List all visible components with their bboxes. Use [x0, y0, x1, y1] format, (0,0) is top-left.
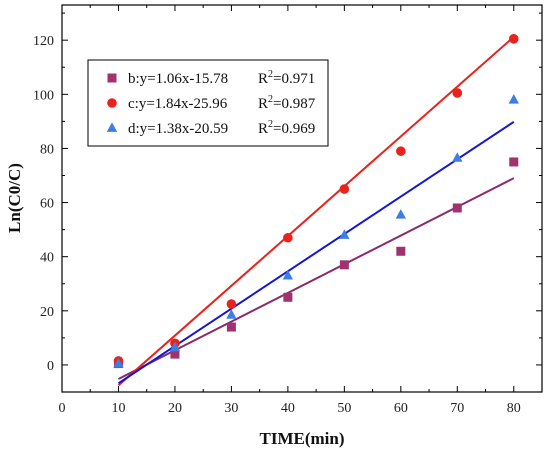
fit-line-d [117, 121, 515, 385]
legend-marker-b [107, 73, 117, 83]
legend-marker-c [107, 98, 117, 108]
y-tick-label: 20 [40, 305, 54, 320]
data-point-b [283, 292, 293, 302]
fit-line-b [118, 177, 515, 380]
data-point-d [508, 94, 519, 104]
data-point-d [452, 152, 463, 162]
y-axis-title: Ln(C0/C) [5, 163, 24, 233]
data-point-d [339, 229, 350, 239]
data-point-b [170, 349, 180, 359]
plot-frame [61, 4, 543, 393]
data-point-d [169, 341, 181, 352]
y-tick-label: 0 [47, 359, 54, 374]
y-tick-labels: 0 20 40 60 80 100 120 [33, 34, 54, 374]
data-point-c [452, 88, 463, 98]
data-point-c [339, 184, 350, 194]
data-point-d [226, 309, 237, 319]
x-tick-label: 30 [224, 401, 238, 416]
data-point-b [396, 246, 406, 256]
y-tick-label: 80 [40, 142, 54, 157]
x-tick-labels: 0 10 20 30 40 50 60 70 80 [59, 401, 521, 416]
x-axis-title: TIME(min) [260, 429, 345, 448]
legend-r2-c: R2=0.987 [258, 94, 316, 112]
data-point-b [509, 157, 519, 167]
data-markers [113, 34, 519, 369]
legend-equation-c: c:y=1.84x-25.96 [128, 96, 228, 112]
x-tick-label: 70 [450, 401, 464, 416]
data-point-b [452, 203, 462, 213]
data-point-b [226, 322, 236, 332]
data-point-c [396, 146, 406, 156]
legend-r2-d: R2=0.969 [258, 119, 315, 137]
data-point-c [508, 34, 519, 44]
legend-box [87, 59, 329, 147]
x-tick-label: 80 [507, 401, 521, 416]
x-tick-label: 20 [168, 401, 182, 416]
y-tick-label: 40 [40, 251, 54, 266]
x-tick-label: 50 [337, 401, 351, 416]
y-tick-label: 120 [33, 34, 54, 49]
legend-marker-d [106, 122, 118, 132]
y-tick-label: 100 [33, 88, 54, 103]
x-tick-label: 0 [59, 401, 66, 416]
fit-lines [117, 36, 515, 387]
legend: b:y=1.06x-15.78 R2=0.971 c:y=1.84x-25.96 R2… [87, 59, 329, 147]
data-point-b [339, 260, 349, 270]
legend-equation-d: d:y=1.38x-20.59 [128, 121, 228, 137]
data-point-d [282, 269, 294, 280]
legend-equation-b: b:y=1.06x-15.78 [128, 71, 228, 87]
fit-line-c [117, 36, 515, 387]
axis-ticks [61, 5, 542, 393]
x-tick-label: 40 [281, 401, 295, 416]
data-point-d [113, 357, 124, 368]
data-point-c [226, 299, 237, 309]
x-tick-label: 10 [111, 401, 125, 416]
data-point-c [283, 232, 293, 243]
y-tick-label: 60 [40, 197, 54, 212]
x-tick-label: 60 [394, 401, 408, 416]
data-point-d [395, 209, 406, 219]
legend-r2-b: R2=0.971 [258, 69, 315, 87]
